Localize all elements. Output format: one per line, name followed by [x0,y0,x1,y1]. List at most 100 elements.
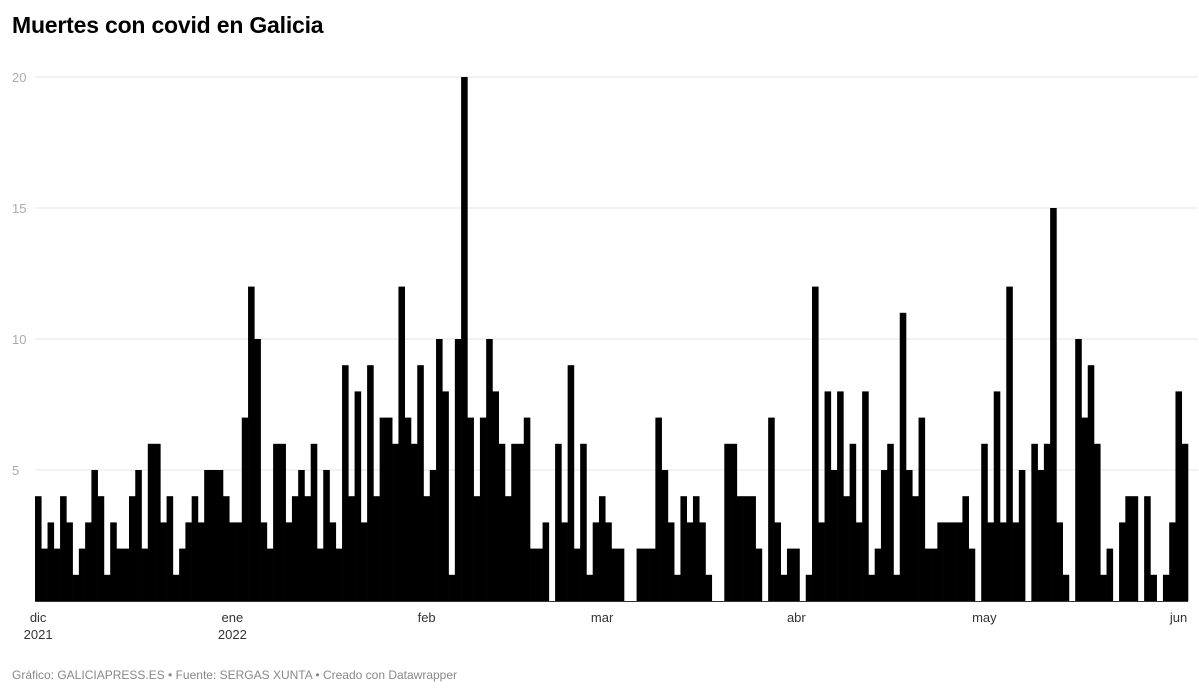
bar-2022-01-31 [417,365,424,601]
bar-2022-04-20 [912,496,919,601]
bar-2021-12-25 [185,522,192,601]
bar-2022-01-12 [298,470,305,601]
bar-2022-03-28 [768,417,775,601]
bar-2022-01-24 [373,496,380,601]
x-tick-label: dic [30,610,47,625]
bar-2022-02-19 [536,548,543,601]
bar-2022-04-05 [818,522,825,601]
bar-2022-05-18 [1087,365,1095,601]
bar-2021-12-02 [41,548,48,601]
bar-2022-04-28 [962,496,969,601]
bar-2022-02-10 [479,417,487,601]
bar-2022-04-13 [868,574,875,601]
bar-2022-02-07 [461,77,468,601]
bar-2022-01-13 [304,496,312,601]
bar-2022-04-21 [918,417,926,601]
bar-2022-05-17 [1081,417,1089,601]
bar-2021-12-08 [78,548,86,601]
bar-2022-05-09 [1031,443,1038,601]
bar-2022-04-25 [943,522,951,601]
bar-2022-03-18 [705,574,713,601]
bar-2022-02-09 [473,496,481,601]
bar-2022-01-27 [392,443,399,601]
bar-2021-12-17 [135,470,142,601]
footer-credits: Gráfico: GALICIAPRESS.ES • Fuente: SERGA… [12,668,458,682]
bar-2022-04-01 [793,548,800,601]
bar-2022-04-24 [937,522,944,601]
bar-2022-04-17 [893,574,901,601]
bar-2022-05-24 [1125,496,1132,601]
bar-2022-03-29 [774,522,781,601]
bar-2021-12-06 [66,522,73,601]
bar-2022-04-11 [855,522,863,601]
bar-2022-03-24 [743,496,750,601]
bar-2022-01-28 [398,286,406,601]
bar-2022-04-18 [899,312,907,601]
bar-2022-03-22 [730,443,738,601]
bar-2022-01-21 [354,391,362,601]
bar-2022-05-01 [981,443,988,601]
bar-2022-02-13 [498,443,506,601]
bar-2022-05-06 [1012,522,1020,601]
bar-2022-04-16 [887,443,894,601]
bar-2022-02-27 [586,574,594,601]
bar-2022-04-26 [949,522,957,601]
bar-2022-01-26 [385,417,393,601]
bar-2021-12-20 [154,443,161,601]
bar-2022-04-19 [906,470,913,601]
bar-2022-02-08 [467,417,474,601]
bar-2021-12-03 [47,522,55,601]
bar-2022-03-07 [636,548,644,601]
bar-2022-03-11 [661,470,669,601]
bar-2022-04-08 [837,391,844,601]
x-tick-label: jun [1169,610,1187,625]
bar-2022-03-10 [655,417,662,601]
bar-2022-01-05 [254,339,261,601]
bar-2021-12-22 [166,496,174,601]
bar-2022-03-16 [692,496,700,601]
bar-2021-12-24 [179,548,186,601]
bar-2022-02-23 [561,522,568,601]
bar-2022-02-04 [442,391,449,601]
bar-2022-02-01 [423,496,431,601]
bar-2021-12-05 [60,496,67,601]
bar-2022-05-13 [1056,522,1063,601]
bar-2022-03-02 [605,522,612,601]
bar-2021-12-28 [204,470,211,601]
bar-2021-12-13 [110,522,117,601]
bar-2022-05-10 [1037,470,1045,601]
bar-2022-01-04 [248,286,255,601]
bar-2021-12-23 [172,574,180,601]
bar-2021-12-14 [116,548,124,601]
bar-2022-01-15 [316,548,324,601]
bar-2022-01-06 [260,522,268,601]
bar-2022-06-01 [1175,391,1183,601]
bar-2022-03-26 [755,548,763,601]
bar-2022-01-17 [329,522,337,601]
bar-2021-12-01 [35,496,42,601]
bar-2022-03-09 [649,548,656,601]
bar-2022-04-03 [805,574,813,601]
bar-2022-03-31 [786,548,794,601]
bar-2022-03-01 [598,496,606,601]
bar-2022-05-27 [1144,496,1151,601]
bar-2022-02-03 [436,339,443,601]
bar-2022-05-30 [1162,574,1170,601]
bar-2021-12-09 [85,522,92,601]
bar-2022-05-19 [1094,443,1101,601]
bar-2022-04-06 [824,391,832,601]
bar-2021-12-15 [122,548,130,601]
x-tick-year-label: 2021 [24,627,53,642]
bar-2022-01-01 [229,522,236,601]
bar-2022-01-07 [266,548,274,601]
bar-2022-02-06 [454,339,462,601]
bar-2022-04-23 [931,548,938,601]
bar-2022-03-08 [642,548,650,601]
y-tick-label: 10 [12,332,26,347]
bar-2022-02-14 [504,496,512,601]
bar-2022-05-28 [1150,574,1157,601]
bar-2022-02-22 [555,443,562,601]
bar-2022-04-12 [862,391,869,601]
y-tick-label: 5 [12,463,19,478]
bar-2022-02-11 [486,339,493,601]
